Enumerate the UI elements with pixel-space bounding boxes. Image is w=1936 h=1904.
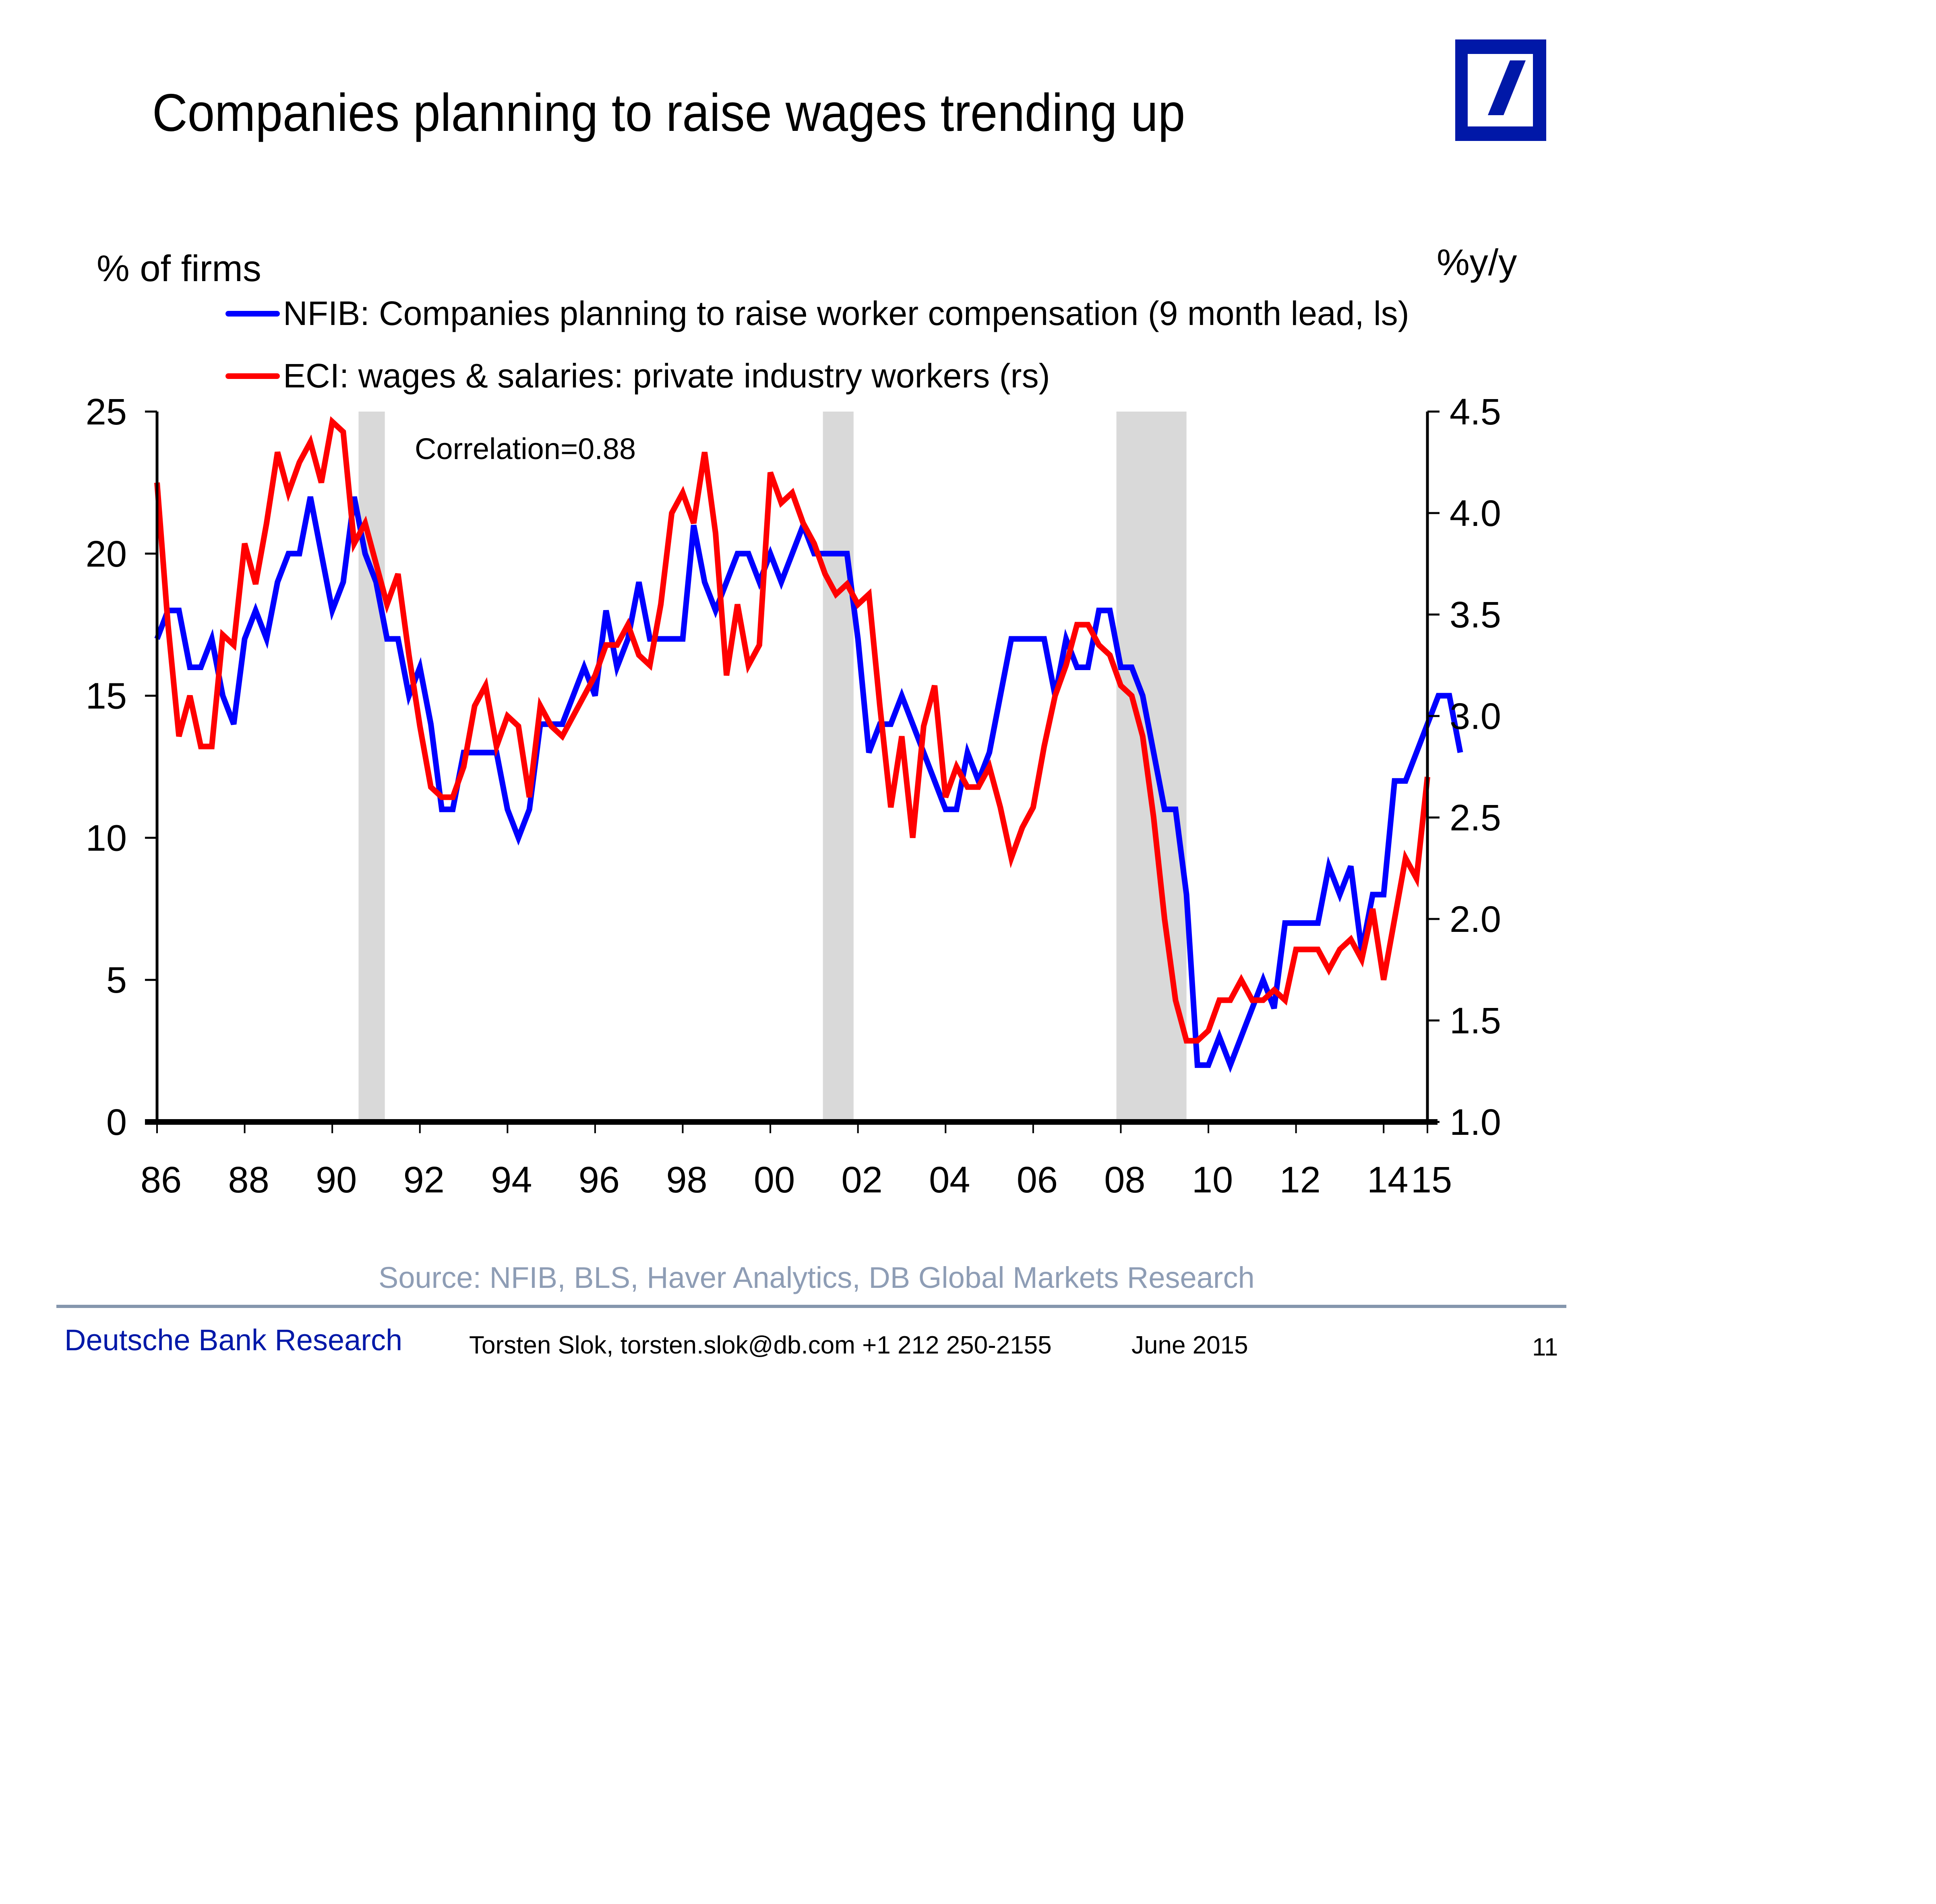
y-axis-left-title: % of firms <box>97 248 261 289</box>
footer-brand: Deutsche Bank Research <box>64 1323 403 1357</box>
x-tick-label: 15 <box>1411 1159 1452 1200</box>
chart-plot: 0 5 10 15 20 25 1.0 1.5 2.0 2.5 3.0 3.5 4.0 4.5 86 88 90… <box>86 391 1501 1200</box>
y-right-tick-label: 3.0 <box>1450 696 1501 737</box>
legend-item-nfib: NFIB: Companies planning to raise worker… <box>225 294 1409 333</box>
y-right-tick-label: 2.5 <box>1450 797 1501 838</box>
y-right-tick-label: 1.0 <box>1450 1102 1501 1143</box>
x-tick-label: 88 <box>228 1159 269 1200</box>
footer-author-contact: Torsten Slok, torsten.slok@db.com +1 212… <box>469 1331 1052 1359</box>
x-tick-label: 12 <box>1279 1159 1320 1200</box>
x-tick-label: 14 <box>1367 1159 1408 1200</box>
footer-divider <box>56 1305 1566 1308</box>
x-tick-label: 96 <box>579 1159 620 1200</box>
page-number: 11 <box>1532 1333 1558 1361</box>
recession-band <box>823 412 854 1122</box>
y-right-tick-label: 3.5 <box>1450 594 1501 635</box>
y-right-tick-label: 2.0 <box>1450 899 1501 940</box>
legend-label-nfib: NFIB: Companies planning to raise worker… <box>283 294 1409 332</box>
legend-swatch-nfib <box>225 310 280 317</box>
y-axis-right-title: %y/y <box>1437 242 1517 283</box>
legend-swatch-eci <box>225 373 280 379</box>
x-tick-label: 08 <box>1104 1159 1145 1200</box>
source-note: Source: NFIB, BLS, Haver Analytics, DB G… <box>379 1261 1255 1294</box>
deutsche-bank-logo-icon <box>1455 39 1546 141</box>
x-tick-label: 02 <box>842 1159 883 1200</box>
legend-item-eci: ECI: wages & salaries: private industry … <box>225 356 1050 395</box>
series-line-eci <box>154 416 1430 1044</box>
legend-label-eci: ECI: wages & salaries: private industry … <box>283 357 1050 395</box>
footer-date: June 2015 <box>1131 1331 1248 1359</box>
recession-band <box>1116 412 1187 1122</box>
x-tick-label: 04 <box>929 1159 970 1200</box>
y-right-tick-label: 4.0 <box>1450 493 1501 534</box>
recession-band <box>358 412 385 1122</box>
y-right-tick-label: 1.5 <box>1450 1000 1501 1041</box>
x-tick-label: 98 <box>666 1159 707 1200</box>
slide-title: Companies planning to raise wages trendi… <box>152 83 1185 142</box>
x-tick-label: 92 <box>403 1159 445 1200</box>
y-left-tick-label: 5 <box>106 960 127 1001</box>
x-tick-label: 00 <box>754 1159 795 1200</box>
correlation-annotation: Correlation=0.88 <box>415 432 636 466</box>
x-tick-label: 90 <box>316 1159 357 1200</box>
y-left-tick-label: 25 <box>86 391 127 433</box>
x-tick-label: 10 <box>1192 1159 1233 1200</box>
y-left-tick-label: 15 <box>86 676 127 717</box>
y-left-tick-label: 0 <box>106 1102 127 1143</box>
x-tick-label: 86 <box>141 1159 182 1200</box>
y-left-tick-label: 20 <box>86 534 127 575</box>
y-right-tick-label: 4.5 <box>1450 391 1501 433</box>
x-tick-label: 94 <box>491 1159 532 1200</box>
y-left-tick-label: 10 <box>86 817 127 859</box>
x-tick-label: 06 <box>1017 1159 1058 1200</box>
series-line-nfib <box>154 496 1463 1073</box>
